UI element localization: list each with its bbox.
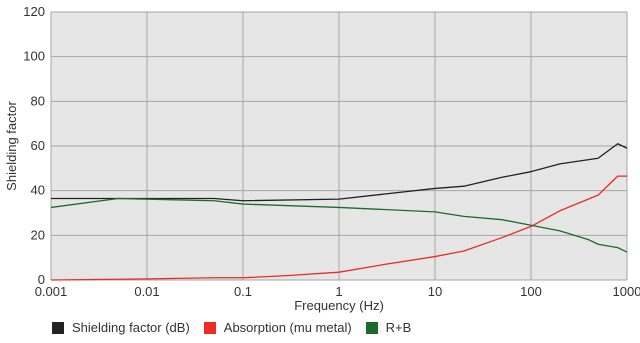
series-line-1: [51, 143, 628, 202]
grid-lines: [50, 11, 628, 281]
x-tick-label: 0.001: [35, 284, 68, 299]
x-tick-label: 0.01: [134, 284, 159, 299]
x-tick-label: 10: [428, 284, 442, 299]
y-tick-label: 60: [31, 138, 45, 153]
x-axis-ticks: 0.001 0.01 0.1 1 10 100 1000: [35, 284, 640, 299]
y-axis-title: Shielding factor: [4, 101, 19, 191]
y-tick-label: 0: [38, 272, 45, 287]
legend-item: Absorption (mu metal): [203, 320, 352, 335]
y-axis-ticks: 0 20 40 60 80 100 120: [23, 4, 45, 287]
legend-swatch: [52, 321, 64, 334]
y-tick-label: 40: [31, 183, 45, 198]
legend-item: Shielding factor (dB): [52, 320, 190, 335]
y-tick-label: 120: [23, 4, 45, 19]
x-tick-label: 1: [335, 284, 342, 299]
legend-swatch: [203, 321, 216, 334]
x-tick-label: 1000: [613, 284, 640, 299]
legend-item: R+B: [365, 320, 412, 335]
x-tick-label: 0.1: [234, 284, 252, 299]
legend: Shielding factor (dB) Absorption (mu meta…: [52, 320, 411, 335]
y-tick-label: 80: [31, 93, 45, 108]
series-line-2: [50, 175, 627, 281]
legend-label: Absorption (mu metal): [223, 320, 352, 335]
legend-swatch: [365, 321, 378, 334]
legend-label: R+B: [385, 320, 412, 335]
x-axis-title: Frequency (Hz): [294, 298, 384, 313]
legend-label: Shielding factor (dB): [72, 320, 190, 335]
x-tick-label: 100: [520, 284, 542, 299]
y-tick-label: 100: [23, 49, 45, 64]
line-chart: 0 20 40 60 80 100 120 0.001 0.01 0.1 1 10 100 1000 F…: [4, 4, 640, 313]
series-line-3: [50, 197, 628, 253]
y-tick-label: 20: [31, 227, 45, 242]
series-lines: [50, 143, 628, 281]
